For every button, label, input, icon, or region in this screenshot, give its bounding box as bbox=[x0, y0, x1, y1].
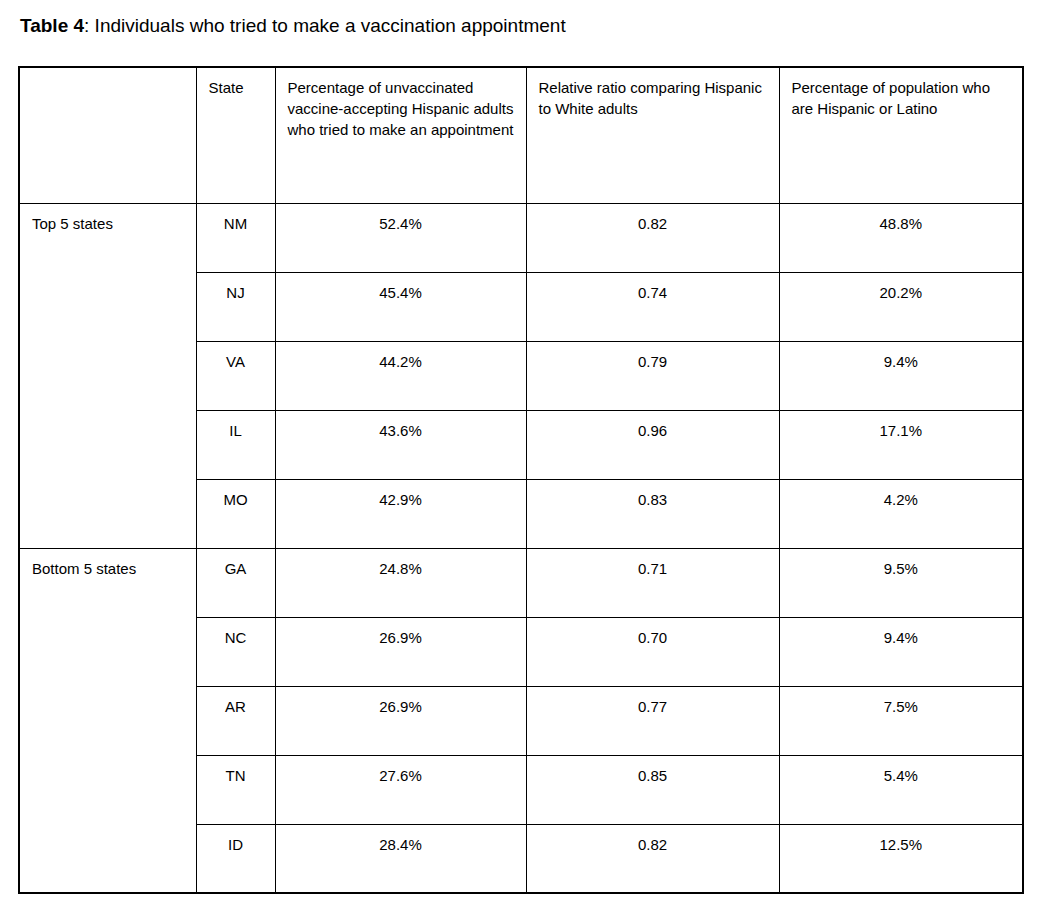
pct-tried-cell: 28.4% bbox=[275, 824, 526, 893]
pct-population-cell: 7.5% bbox=[779, 686, 1023, 755]
state-cell: NC bbox=[196, 617, 275, 686]
state-cell: NM bbox=[196, 203, 275, 272]
col-header-state: State bbox=[196, 67, 275, 203]
col-header-pct-tried: Percentage of unvaccinated vaccine-accep… bbox=[275, 67, 526, 203]
header-row: State Percentage of unvaccinated vaccine… bbox=[19, 67, 1023, 203]
pct-population-cell: 17.1% bbox=[779, 410, 1023, 479]
ratio-cell: 0.83 bbox=[526, 479, 779, 548]
pct-tried-cell: 45.4% bbox=[275, 272, 526, 341]
ratio-cell: 0.70 bbox=[526, 617, 779, 686]
table-caption: Table 4: Individuals who tried to make a… bbox=[20, 14, 1064, 37]
table-row: Bottom 5 states GA 24.8% 0.71 9.5% bbox=[19, 548, 1023, 617]
group-label-bottom5: Bottom 5 states bbox=[19, 548, 196, 893]
state-cell: AR bbox=[196, 686, 275, 755]
state-cell: NJ bbox=[196, 272, 275, 341]
state-cell: MO bbox=[196, 479, 275, 548]
pct-population-cell: 9.5% bbox=[779, 548, 1023, 617]
ratio-cell: 0.77 bbox=[526, 686, 779, 755]
state-cell: TN bbox=[196, 755, 275, 824]
col-header-empty bbox=[19, 67, 196, 203]
col-header-ratio: Relative ratio comparing Hispanic to Whi… bbox=[526, 67, 779, 203]
ratio-cell: 0.82 bbox=[526, 824, 779, 893]
state-cell: IL bbox=[196, 410, 275, 479]
ratio-cell: 0.85 bbox=[526, 755, 779, 824]
col-header-pct-population: Percentage of population who are Hispani… bbox=[779, 67, 1023, 203]
ratio-cell: 0.79 bbox=[526, 341, 779, 410]
state-cell: ID bbox=[196, 824, 275, 893]
pct-tried-cell: 42.9% bbox=[275, 479, 526, 548]
group-label-top5: Top 5 states bbox=[19, 203, 196, 548]
pct-population-cell: 12.5% bbox=[779, 824, 1023, 893]
caption-text: : Individuals who tried to make a vaccin… bbox=[84, 15, 566, 36]
table-number: Table 4 bbox=[20, 15, 84, 36]
pct-population-cell: 20.2% bbox=[779, 272, 1023, 341]
pct-tried-cell: 24.8% bbox=[275, 548, 526, 617]
pct-population-cell: 4.2% bbox=[779, 479, 1023, 548]
ratio-cell: 0.74 bbox=[526, 272, 779, 341]
pct-population-cell: 5.4% bbox=[779, 755, 1023, 824]
pct-tried-cell: 43.6% bbox=[275, 410, 526, 479]
pct-population-cell: 9.4% bbox=[779, 341, 1023, 410]
state-cell: GA bbox=[196, 548, 275, 617]
pct-tried-cell: 52.4% bbox=[275, 203, 526, 272]
state-cell: VA bbox=[196, 341, 275, 410]
ratio-cell: 0.96 bbox=[526, 410, 779, 479]
pct-population-cell: 48.8% bbox=[779, 203, 1023, 272]
ratio-cell: 0.71 bbox=[526, 548, 779, 617]
ratio-cell: 0.82 bbox=[526, 203, 779, 272]
document-page: Table 4: Individuals who tried to make a… bbox=[0, 0, 1064, 921]
vaccination-appointment-table: State Percentage of unvaccinated vaccine… bbox=[18, 66, 1024, 894]
pct-tried-cell: 44.2% bbox=[275, 341, 526, 410]
pct-tried-cell: 26.9% bbox=[275, 686, 526, 755]
pct-tried-cell: 26.9% bbox=[275, 617, 526, 686]
table-row: Top 5 states NM 52.4% 0.82 48.8% bbox=[19, 203, 1023, 272]
pct-population-cell: 9.4% bbox=[779, 617, 1023, 686]
pct-tried-cell: 27.6% bbox=[275, 755, 526, 824]
